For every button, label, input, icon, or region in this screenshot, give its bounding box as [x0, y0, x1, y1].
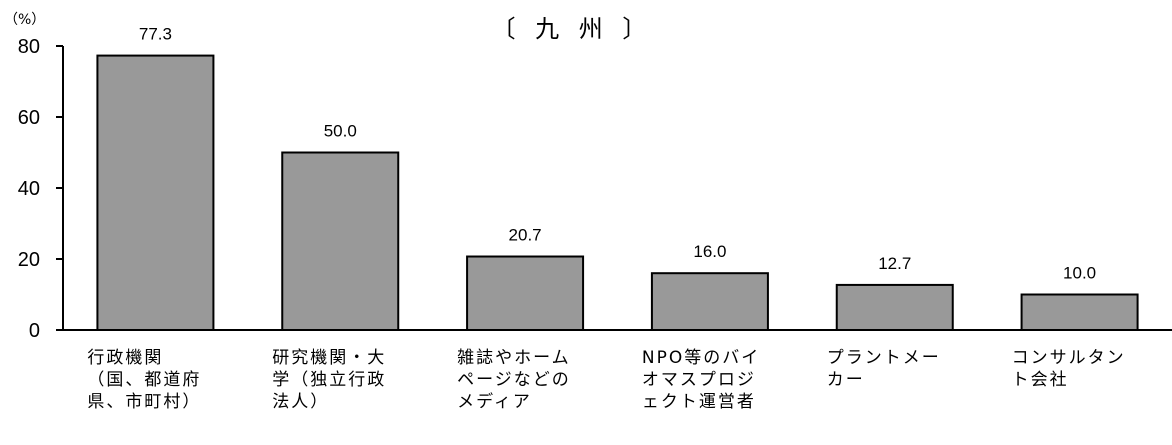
- y-tick-label: 80: [18, 36, 40, 58]
- value-label: 20.7: [509, 226, 542, 245]
- x-category-label: 行政機関（国、都道府県、市町村）: [87, 348, 202, 412]
- chart-title: 〔 九 州 〕: [492, 15, 653, 43]
- x-category-label: 雑誌やホームページなどのメディア: [457, 348, 571, 412]
- bars: [96, 54, 1139, 332]
- axes: [62, 46, 1172, 331]
- y-tick-label: 60: [18, 107, 40, 129]
- value-label: 12.7: [878, 254, 911, 273]
- y-unit-label: （%）: [4, 12, 45, 28]
- y-tick-label: 40: [18, 178, 40, 200]
- x-category-label: 研究機関・大学（独立行政法人）: [272, 348, 387, 412]
- value-label: 77.3: [139, 25, 172, 44]
- value-label: 10.0: [1063, 264, 1096, 283]
- bar: [281, 151, 400, 331]
- y-tick-label: 0: [29, 320, 40, 342]
- y-ticks: 0 20 40 60 80: [18, 36, 63, 342]
- x-category-label: プラントメーカー: [826, 348, 941, 390]
- value-labels: 77.3 50.0 20.7 16.0 12.7 10.0: [139, 25, 1096, 283]
- bar: [1020, 293, 1139, 331]
- bar: [96, 54, 215, 332]
- y-tick-label: 20: [18, 249, 40, 271]
- bar: [466, 255, 585, 332]
- value-label: 16.0: [693, 242, 726, 261]
- value-label: 50.0: [324, 122, 357, 141]
- x-category-label: コンサルタント会社: [1011, 348, 1126, 390]
- bar: [835, 283, 954, 332]
- bar: [650, 272, 769, 332]
- x-category-label: NPO等のバイオマスプロジェクト運営者: [641, 348, 761, 412]
